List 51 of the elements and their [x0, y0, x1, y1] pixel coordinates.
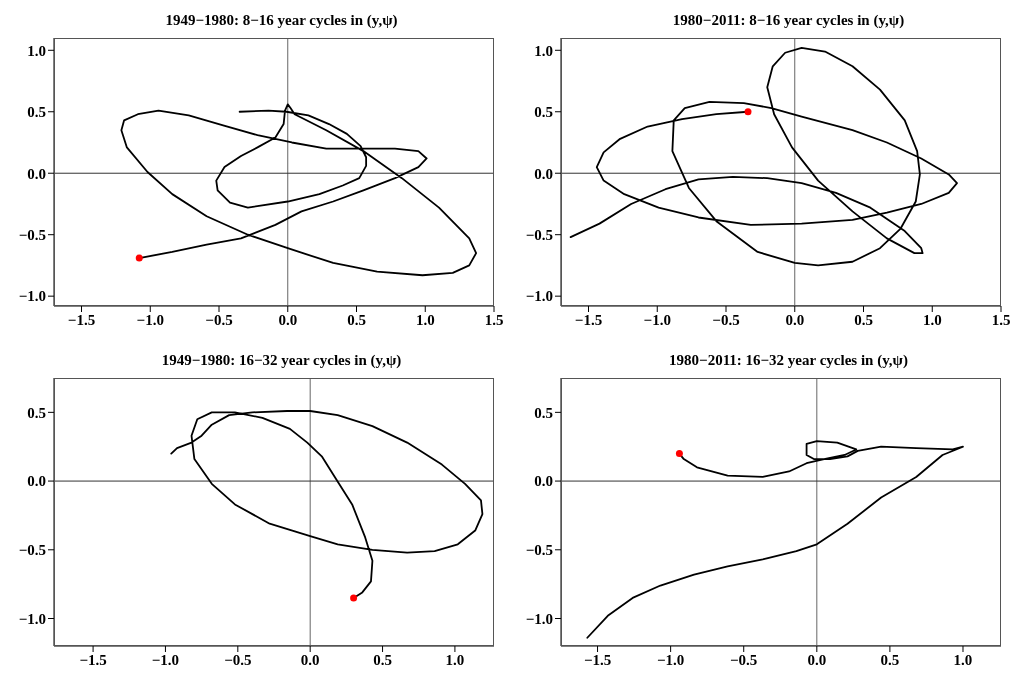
x-tick-label: −0.5 — [224, 651, 252, 668]
y-tick-label: 0.0 — [534, 165, 553, 182]
y-tick-label: −0.5 — [18, 542, 46, 559]
line-series — [120, 103, 478, 277]
x-tick-label: 0.5 — [854, 311, 873, 328]
x-tick-label: 1.0 — [922, 311, 942, 328]
chart-title: 1980−2011: 8−16 year cycles in (y,ψ) — [671, 11, 906, 30]
x-tick-label: −0.5 — [205, 311, 233, 328]
y-tick-label: −1.0 — [18, 610, 46, 627]
x-tick-label: −0.5 — [730, 651, 758, 668]
x-tick-label: −1.5 — [583, 651, 612, 668]
x-tick-label: −1.0 — [656, 651, 685, 668]
x-tick-label: 0.5 — [880, 651, 900, 668]
x-tick-label: 0.0 — [300, 651, 320, 668]
line-series — [569, 46, 958, 267]
y-tick-label: 0.0 — [534, 473, 553, 490]
x-tick-label: 1.0 — [415, 311, 435, 328]
y-tick-label: −1.0 — [525, 610, 553, 627]
x-tick-label: −1.5 — [574, 311, 603, 328]
x-tick-label: 1.5 — [484, 311, 504, 328]
x-tick-label: 1.5 — [991, 311, 1011, 328]
x-tick-label: 1.0 — [953, 651, 973, 668]
x-tick-label: 0.0 — [278, 311, 298, 328]
y-tick-label: −0.5 — [525, 227, 553, 244]
y-tick-label: 0.5 — [534, 404, 553, 421]
y-tick-label: −0.5 — [525, 542, 553, 559]
x-tick-label: −1.0 — [151, 651, 180, 668]
x-tick-label: −1.5 — [67, 311, 96, 328]
y-tick-label: 0.5 — [27, 404, 46, 421]
y-tick-label: 0.0 — [27, 165, 46, 182]
x-tick-label: −1.0 — [136, 311, 164, 328]
x-tick-label: 0.5 — [347, 311, 366, 328]
y-tick-label: −0.5 — [18, 227, 46, 244]
chart-title: 1980−2011: 16−32 year cycles in (y,ψ) — [668, 351, 909, 370]
y-tick-label: −1.0 — [525, 288, 553, 305]
line-series — [586, 440, 964, 639]
x-tick-label: 1.0 — [445, 651, 465, 668]
chart-title: 1949−1980: 8−16 year cycles in (y,ψ) — [164, 11, 399, 30]
y-tick-label: 1.0 — [27, 42, 46, 59]
y-tick-label: 0.5 — [27, 104, 46, 121]
y-tick-label: 0.0 — [27, 473, 46, 490]
x-tick-label: 0.0 — [785, 311, 805, 328]
x-tick-label: −0.5 — [712, 311, 740, 328]
x-tick-label: −1.0 — [643, 311, 671, 328]
y-tick-label: −1.0 — [18, 288, 46, 305]
y-tick-label: 0.5 — [534, 104, 553, 121]
x-tick-label: 0.5 — [373, 651, 392, 668]
chart-title: 1949−1980: 16−32 year cycles in (y,ψ) — [160, 351, 403, 370]
x-tick-label: 0.0 — [807, 651, 827, 668]
x-tick-label: −1.5 — [79, 651, 107, 668]
y-tick-label: 1.0 — [534, 42, 553, 59]
